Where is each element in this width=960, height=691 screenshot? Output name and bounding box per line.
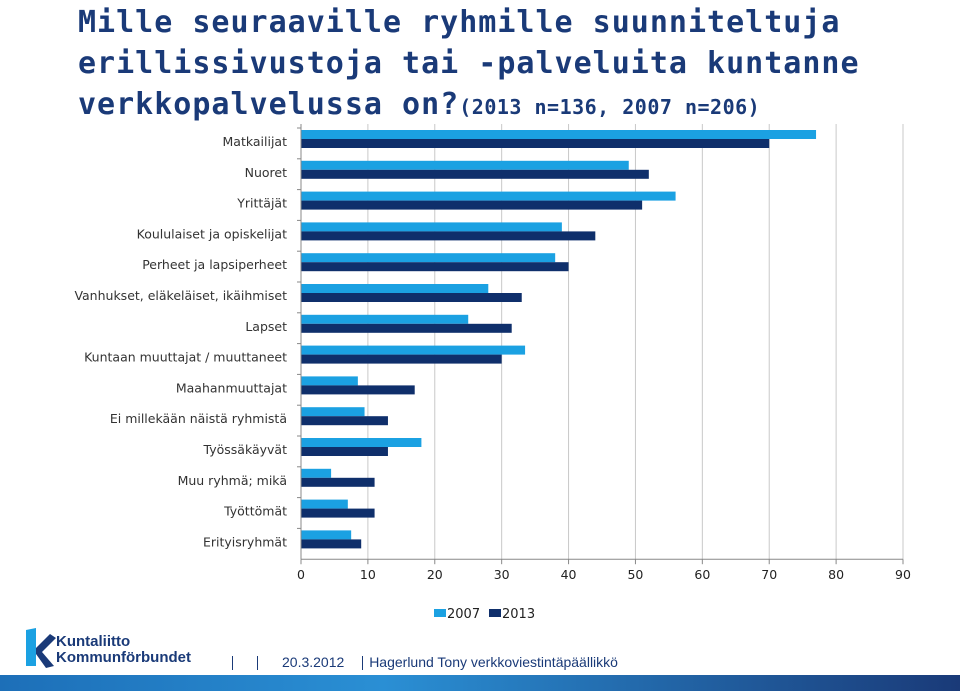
category-label: Nuoret bbox=[245, 165, 287, 180]
logo-line1: Kuntaliitto bbox=[56, 633, 131, 650]
category-label: Vanhukset, eläkeläiset, ikäihmiset bbox=[74, 288, 287, 303]
bar-2007 bbox=[301, 222, 562, 232]
footer: 20.3.2012 Hagerlund Tony verkkoviestintä… bbox=[232, 654, 618, 671]
category-label: Koululaiset ja opiskelijat bbox=[137, 226, 287, 241]
bar-2013 bbox=[301, 262, 569, 272]
chart-title: Mille seuraaville ryhmille suunniteltuja… bbox=[78, 2, 948, 128]
bar-2013 bbox=[301, 447, 388, 456]
bar-2007 bbox=[301, 499, 348, 509]
gridlines bbox=[367, 124, 904, 560]
axes bbox=[297, 124, 904, 565]
category-label: Lapset bbox=[245, 319, 287, 334]
category-label: Ei millekään näistä ryhmistä bbox=[110, 411, 287, 426]
legend-label-2007: 2007 bbox=[447, 607, 480, 622]
x-tick-label: 10 bbox=[360, 567, 376, 582]
legend: 2007 2013 bbox=[434, 607, 535, 622]
bar-2007 bbox=[301, 284, 489, 293]
bars bbox=[301, 130, 817, 549]
logo-line2: Kommunförbundet bbox=[56, 649, 191, 666]
footer-divider bbox=[232, 656, 233, 671]
category-label: Yrittäjät bbox=[236, 196, 287, 211]
footer-divider bbox=[362, 656, 364, 671]
x-tick-label: 30 bbox=[494, 567, 510, 582]
bar-2007 bbox=[301, 253, 556, 263]
footer-date: 20.3.2012 bbox=[282, 654, 345, 670]
legend-label-2013: 2013 bbox=[502, 607, 535, 622]
category-label: Erityisryhmät bbox=[203, 534, 287, 549]
bar-2013 bbox=[301, 231, 596, 241]
bar-2007 bbox=[301, 314, 469, 324]
category-label: Maahanmuuttajat bbox=[176, 380, 287, 395]
x-tick-label: 40 bbox=[561, 567, 577, 582]
bar-2013 bbox=[301, 416, 388, 426]
bar-2013 bbox=[301, 293, 522, 302]
footer-divider bbox=[257, 656, 258, 671]
x-tick-label: 70 bbox=[761, 567, 777, 582]
kuntaliitto-logo-icon bbox=[26, 628, 56, 668]
bar-2007 bbox=[301, 191, 676, 201]
bar-2007 bbox=[301, 530, 352, 540]
category-label: Kuntaan muuttajat / muuttaneet bbox=[84, 350, 287, 365]
x-tick-labels: 0 10 20 30 40 50 60 70 80 90 bbox=[297, 567, 911, 582]
x-tick-label: 20 bbox=[427, 567, 443, 582]
bar-2007 bbox=[301, 160, 629, 170]
bar-2013 bbox=[301, 139, 770, 148]
bottom-strip bbox=[0, 675, 960, 691]
bar-2013 bbox=[301, 354, 502, 364]
x-tick-label: 50 bbox=[627, 567, 643, 582]
bar-2007 bbox=[301, 438, 422, 447]
bar-2007 bbox=[301, 407, 365, 417]
logo-text: Kuntaliitto Kommunförbundet bbox=[56, 634, 191, 666]
bar-2007 bbox=[301, 376, 358, 386]
category-label: Työssäkäyvät bbox=[203, 442, 288, 457]
category-label: Matkailijat bbox=[223, 134, 288, 149]
footer-author: Hagerlund Tony verkkoviestintäpäällikkö bbox=[369, 654, 618, 670]
bar-2013 bbox=[301, 169, 649, 179]
bar-2007 bbox=[301, 130, 817, 139]
category-label: Muu ryhmä; mikä bbox=[178, 473, 287, 488]
chart-title-sub: (2013 n=136, 2007 n=206) bbox=[459, 95, 761, 119]
legend-swatch-2007 bbox=[434, 609, 446, 617]
legend-swatch-2013 bbox=[489, 609, 501, 617]
bar-2007 bbox=[301, 345, 526, 355]
x-tick-label: 0 bbox=[297, 567, 305, 582]
bar-2013 bbox=[301, 323, 512, 333]
bar-2013 bbox=[301, 200, 643, 210]
x-tick-label: 60 bbox=[694, 567, 710, 582]
bar-2013 bbox=[301, 539, 362, 549]
x-tick-label: 90 bbox=[895, 567, 911, 582]
bar-2013 bbox=[301, 508, 375, 518]
chart-title-main: Mille seuraaville ryhmille suunniteltuja… bbox=[78, 5, 860, 122]
x-tick-label: 80 bbox=[828, 567, 844, 582]
category-label: Perheet ja lapsiperheet bbox=[142, 257, 287, 272]
bar-2007 bbox=[301, 468, 332, 478]
bar-2013 bbox=[301, 385, 415, 395]
category-labels: Matkailijat Nuoret Yrittäjät Koululaiset ja… bbox=[74, 134, 287, 549]
bar-2013 bbox=[301, 477, 375, 487]
category-label: Työttömät bbox=[223, 504, 287, 519]
